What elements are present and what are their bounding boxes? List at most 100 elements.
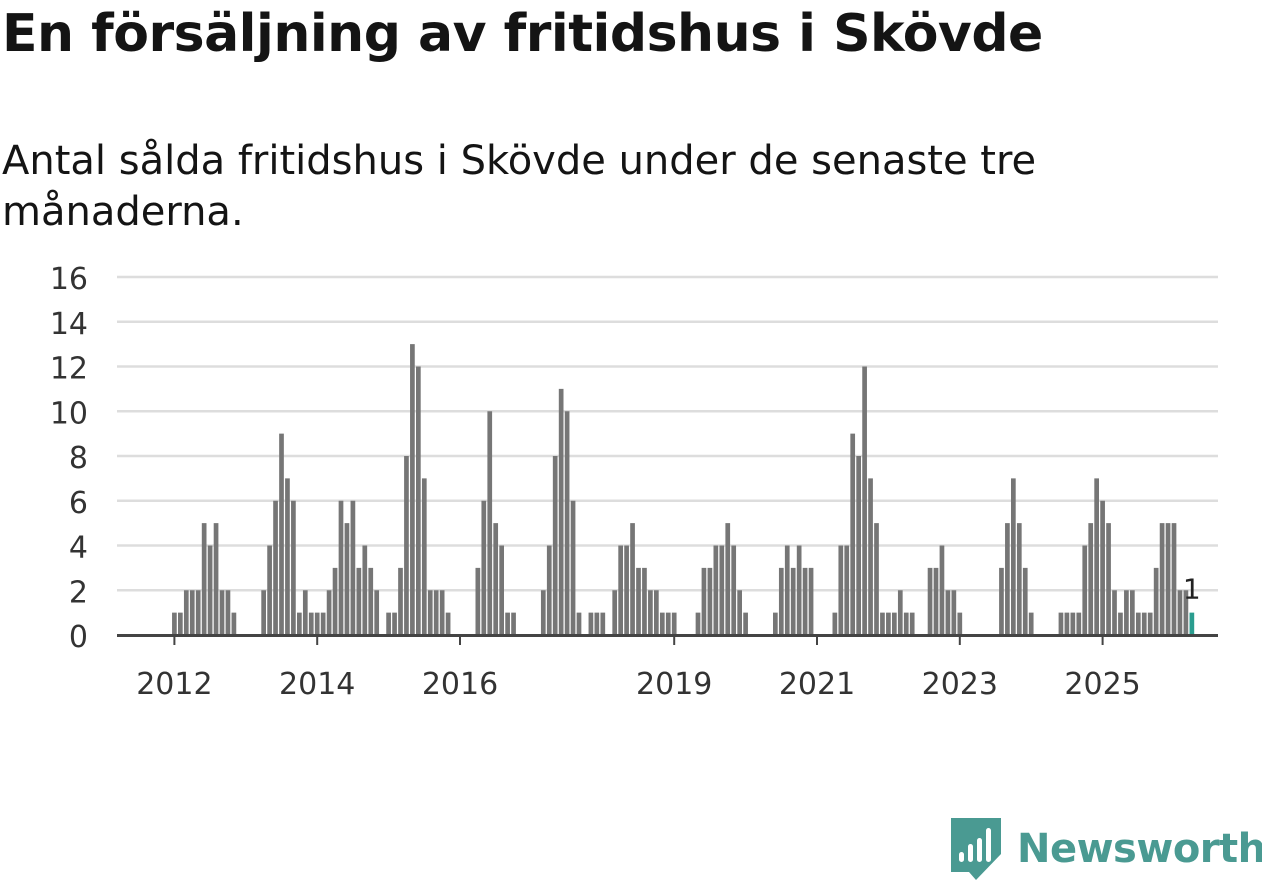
x-tick-label: 2019	[636, 667, 712, 702]
bar	[1100, 500, 1105, 635]
x-tick-label: 2023	[922, 667, 998, 702]
bar	[862, 366, 867, 635]
bar	[1088, 523, 1094, 635]
bar	[999, 567, 1004, 635]
bar	[731, 545, 737, 635]
bar	[261, 590, 266, 635]
x-tick-label: 2025	[1064, 667, 1140, 702]
bar	[195, 590, 201, 635]
bar	[737, 590, 742, 635]
bar	[285, 478, 290, 635]
bar	[1159, 523, 1165, 635]
bar	[1171, 523, 1177, 635]
bar	[386, 612, 391, 635]
bar	[671, 612, 677, 635]
bar	[1011, 478, 1016, 635]
bar	[1165, 523, 1171, 635]
x-tick-label: 2012	[136, 667, 212, 702]
bar	[552, 456, 558, 635]
bar	[392, 612, 397, 635]
bar	[439, 590, 445, 635]
bar	[404, 456, 409, 635]
bar	[350, 500, 356, 635]
bar	[1130, 590, 1135, 635]
newsworthy-logo: Newsworthy	[951, 818, 1262, 880]
bar	[903, 612, 909, 635]
bar	[207, 545, 213, 635]
bar	[511, 612, 516, 635]
y-tick-label: 16	[50, 262, 88, 297]
bar	[297, 612, 302, 635]
bar	[838, 545, 844, 635]
bar	[868, 478, 873, 635]
bar	[398, 567, 403, 635]
bar	[1005, 523, 1010, 635]
bar	[410, 344, 415, 635]
bar	[1141, 612, 1147, 635]
bar	[338, 500, 344, 635]
bar	[546, 545, 552, 635]
bar	[927, 567, 933, 635]
bar	[279, 433, 284, 635]
bar	[844, 545, 850, 635]
bar	[796, 545, 802, 635]
bar	[558, 388, 564, 635]
bar	[1147, 612, 1153, 635]
bar	[314, 612, 320, 635]
bar	[1076, 612, 1082, 635]
bar	[570, 500, 576, 635]
x-tick-label: 2016	[422, 667, 498, 702]
bar	[1094, 478, 1099, 635]
bar	[939, 545, 945, 635]
y-tick-label: 8	[69, 441, 88, 476]
bar	[564, 411, 570, 635]
bar	[344, 523, 350, 635]
bar	[612, 590, 618, 635]
bar	[624, 545, 629, 635]
bar	[576, 612, 582, 635]
bar	[1153, 567, 1159, 635]
bar-highlight	[1189, 612, 1195, 635]
bar	[636, 567, 641, 635]
bar	[1183, 590, 1189, 635]
bar	[648, 590, 653, 635]
bar	[1016, 523, 1022, 635]
bar	[302, 590, 308, 635]
bar	[886, 612, 891, 635]
bar	[802, 567, 808, 635]
bar	[273, 500, 278, 635]
newsworthy-chart-icon	[951, 818, 1001, 880]
bar	[421, 478, 427, 635]
bar	[267, 545, 272, 635]
bar	[1124, 590, 1129, 635]
y-tick-label: 0	[69, 620, 88, 655]
bar	[743, 612, 748, 635]
bar	[665, 612, 671, 635]
bar	[374, 590, 380, 635]
bar	[850, 433, 856, 635]
bar	[600, 612, 606, 635]
bar	[695, 612, 701, 635]
bar	[445, 612, 451, 635]
bar	[172, 612, 177, 635]
y-tick-label: 12	[50, 352, 88, 387]
bar	[219, 590, 225, 635]
bar	[832, 612, 838, 635]
bar	[642, 567, 647, 635]
bar	[808, 567, 814, 635]
y-tick-label: 6	[69, 486, 88, 521]
bar	[630, 523, 635, 635]
bar	[897, 590, 903, 635]
y-tick-label: 14	[50, 307, 88, 342]
bar	[594, 612, 600, 635]
bar	[505, 612, 510, 635]
bar	[719, 545, 725, 635]
bar	[874, 523, 879, 635]
bar	[659, 612, 665, 635]
bar	[713, 545, 719, 635]
bar	[1064, 612, 1070, 635]
bar	[427, 590, 433, 635]
bar	[933, 567, 939, 635]
bar	[951, 590, 957, 635]
